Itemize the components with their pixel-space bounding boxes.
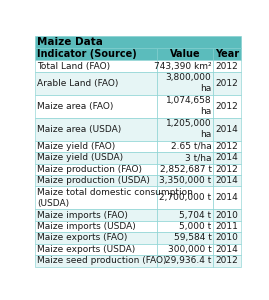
Text: Year: Year: [215, 50, 239, 59]
Bar: [157, 221, 213, 232]
Bar: [35, 152, 157, 164]
Text: Maize total domestic consumption
(USDA): Maize total domestic consumption (USDA): [37, 188, 193, 208]
Bar: [35, 61, 157, 72]
Bar: [35, 175, 157, 186]
Text: 2,700,000 t: 2,700,000 t: [160, 194, 211, 202]
Bar: [157, 164, 213, 175]
Text: 2012: 2012: [216, 256, 239, 265]
Bar: [213, 186, 241, 209]
Text: 2012: 2012: [216, 62, 239, 71]
Bar: [157, 232, 213, 244]
Text: Maize yield (FAO): Maize yield (FAO): [37, 142, 115, 151]
Bar: [35, 118, 157, 141]
Bar: [213, 72, 241, 95]
Bar: [35, 232, 157, 244]
Text: 2010: 2010: [216, 211, 239, 220]
Text: Maize production (FAO): Maize production (FAO): [37, 165, 142, 174]
Bar: [35, 72, 157, 95]
Text: Maize yield (USDA): Maize yield (USDA): [37, 153, 123, 162]
Bar: [157, 209, 213, 221]
Bar: [35, 37, 241, 49]
Bar: [157, 255, 213, 266]
Bar: [35, 141, 157, 152]
Text: 29,936.4 t: 29,936.4 t: [165, 256, 211, 265]
Text: Value: Value: [170, 50, 201, 59]
Text: 2012: 2012: [216, 165, 239, 174]
Bar: [157, 152, 213, 164]
Text: 2012: 2012: [216, 102, 239, 111]
Bar: [157, 61, 213, 72]
Bar: [35, 164, 157, 175]
Bar: [35, 221, 157, 232]
Text: Indicator (Source): Indicator (Source): [37, 50, 137, 59]
Text: 2010: 2010: [216, 233, 239, 242]
Bar: [213, 49, 241, 61]
Text: 2,852,687 t: 2,852,687 t: [160, 165, 211, 174]
Bar: [213, 175, 241, 186]
Bar: [213, 164, 241, 175]
Text: 300,000 t: 300,000 t: [168, 245, 211, 254]
Text: 5,000 t: 5,000 t: [179, 222, 211, 231]
Text: 1,074,658
ha: 1,074,658 ha: [166, 96, 211, 116]
Text: Maize imports (FAO): Maize imports (FAO): [37, 211, 128, 220]
Bar: [35, 255, 157, 266]
Bar: [213, 232, 241, 244]
Text: Maize imports (USDA): Maize imports (USDA): [37, 222, 136, 231]
Bar: [35, 186, 157, 209]
Bar: [157, 118, 213, 141]
Text: 2014: 2014: [216, 245, 239, 254]
Bar: [35, 49, 157, 61]
Text: Maize production (USDA): Maize production (USDA): [37, 176, 150, 185]
Text: 2014: 2014: [216, 194, 239, 202]
Bar: [157, 95, 213, 118]
Bar: [157, 141, 213, 152]
Text: 5,704 t: 5,704 t: [179, 211, 211, 220]
Text: 3,800,000
ha: 3,800,000 ha: [166, 73, 211, 93]
Text: 2014: 2014: [216, 176, 239, 185]
Text: Maize Data: Maize Data: [37, 38, 103, 47]
Bar: [213, 141, 241, 152]
Text: Maize exports (USDA): Maize exports (USDA): [37, 245, 135, 254]
Text: 3,350,000 t: 3,350,000 t: [159, 176, 211, 185]
Bar: [157, 186, 213, 209]
Bar: [35, 209, 157, 221]
Text: 2012: 2012: [216, 142, 239, 151]
Bar: [157, 49, 213, 61]
Text: 1,205,000
ha: 1,205,000 ha: [166, 119, 211, 139]
Bar: [35, 244, 157, 255]
Text: Maize area (FAO): Maize area (FAO): [37, 102, 114, 111]
Text: 2014: 2014: [216, 125, 239, 134]
Text: 2011: 2011: [216, 222, 239, 231]
Text: Maize seed production (FAO): Maize seed production (FAO): [37, 256, 167, 265]
Text: Maize area (USDA): Maize area (USDA): [37, 125, 121, 134]
Text: Total Land (FAO): Total Land (FAO): [37, 62, 110, 71]
Bar: [213, 118, 241, 141]
Text: Maize exports (FAO): Maize exports (FAO): [37, 233, 128, 242]
Bar: [35, 95, 157, 118]
Bar: [157, 175, 213, 186]
Bar: [213, 95, 241, 118]
Bar: [213, 209, 241, 221]
Bar: [213, 255, 241, 266]
Bar: [157, 244, 213, 255]
Text: 2.65 t/ha: 2.65 t/ha: [171, 142, 211, 151]
Text: Arable Land (FAO): Arable Land (FAO): [37, 79, 119, 88]
Bar: [213, 152, 241, 164]
Text: 3 t/ha: 3 t/ha: [185, 153, 211, 162]
Text: 2012: 2012: [216, 79, 239, 88]
Text: 2014: 2014: [216, 153, 239, 162]
Text: 743,390 km²: 743,390 km²: [154, 62, 211, 71]
Bar: [213, 244, 241, 255]
Bar: [213, 61, 241, 72]
Bar: [157, 72, 213, 95]
Text: 59,584 t: 59,584 t: [174, 233, 211, 242]
Bar: [213, 221, 241, 232]
